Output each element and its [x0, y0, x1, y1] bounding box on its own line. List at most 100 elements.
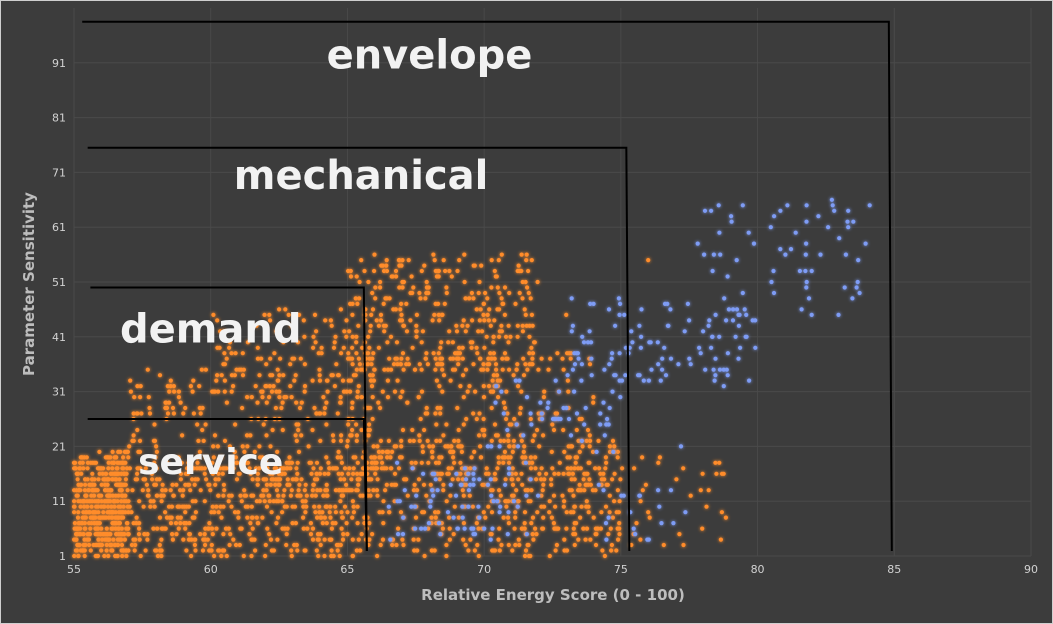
data-point [717, 230, 722, 235]
data-point [353, 296, 358, 301]
data-point [566, 471, 571, 476]
data-point [510, 548, 515, 553]
data-point [497, 488, 502, 493]
data-point [370, 290, 375, 296]
data-point [217, 466, 223, 471]
data-point [471, 477, 476, 482]
data-point [500, 367, 505, 372]
data-point [317, 411, 322, 416]
data-point [566, 416, 572, 422]
data-point [499, 329, 504, 334]
data-point [565, 378, 571, 383]
data-point [634, 521, 639, 526]
data-point [178, 521, 183, 526]
data-point [419, 389, 425, 394]
data-point [98, 515, 103, 520]
data-point [506, 515, 511, 520]
data-point [631, 526, 636, 531]
data-point [478, 307, 483, 312]
data-point [268, 471, 273, 476]
data-point [331, 553, 336, 559]
data-point [324, 400, 329, 405]
data-point [193, 537, 198, 542]
data-point [698, 351, 703, 356]
data-point [135, 384, 140, 389]
data-point [469, 455, 474, 460]
data-point [434, 422, 439, 427]
data-point [454, 329, 460, 334]
data-point [277, 395, 282, 400]
data-point [341, 488, 346, 493]
data-point [339, 460, 344, 465]
data-point [380, 510, 385, 515]
data-point [355, 471, 360, 476]
data-point [793, 230, 798, 235]
data-point [340, 493, 346, 498]
data-point [409, 504, 414, 509]
data-point [512, 416, 517, 422]
data-point [558, 416, 563, 422]
data-point [726, 307, 732, 312]
data-point [668, 488, 674, 493]
data-point [75, 542, 80, 548]
data-point [317, 504, 322, 509]
data-point [109, 526, 114, 531]
data-point [519, 268, 524, 274]
data-point [419, 460, 424, 465]
data-point [104, 537, 109, 542]
data-point [338, 307, 343, 312]
data-point [603, 455, 609, 460]
data-point [276, 493, 281, 498]
data-point [112, 499, 117, 504]
data-point [73, 526, 78, 531]
data-point [717, 367, 723, 372]
data-point [591, 515, 596, 520]
data-point [468, 482, 473, 487]
data-point [146, 488, 151, 493]
data-point [385, 340, 390, 345]
data-point [518, 405, 523, 411]
data-point [143, 548, 148, 553]
data-point [565, 373, 570, 378]
data-point [216, 389, 221, 394]
data-point [175, 515, 180, 520]
data-point [421, 510, 427, 515]
data-point [122, 532, 127, 537]
data-point [656, 488, 661, 493]
data-point [419, 526, 424, 531]
data-point [685, 301, 691, 306]
data-point [593, 532, 598, 537]
data-point [354, 340, 359, 345]
data-point [211, 444, 216, 449]
data-point [515, 268, 520, 274]
data-point [74, 471, 79, 476]
data-point [347, 466, 352, 471]
data-point [72, 488, 77, 493]
data-point [411, 285, 416, 290]
data-point [114, 477, 119, 482]
data-point [336, 488, 342, 493]
data-point [589, 373, 594, 378]
data-point [602, 477, 607, 482]
data-point [463, 329, 468, 334]
data-point [241, 553, 246, 559]
data-point [702, 208, 708, 213]
data-point [85, 532, 90, 537]
data-point [465, 389, 470, 394]
data-point [303, 499, 308, 504]
data-point [508, 455, 513, 460]
y-axis-title: Parameter Sensitivity [20, 192, 38, 376]
data-point [434, 378, 439, 383]
data-point [446, 340, 451, 345]
data-point [85, 466, 90, 471]
data-point [280, 510, 285, 515]
data-point [102, 515, 107, 520]
data-point [477, 433, 482, 438]
data-point [490, 378, 495, 383]
data-point [600, 548, 605, 553]
data-point [826, 225, 831, 230]
data-point [515, 504, 520, 509]
data-point [282, 488, 287, 493]
data-point [163, 510, 168, 515]
data-point [506, 340, 511, 345]
